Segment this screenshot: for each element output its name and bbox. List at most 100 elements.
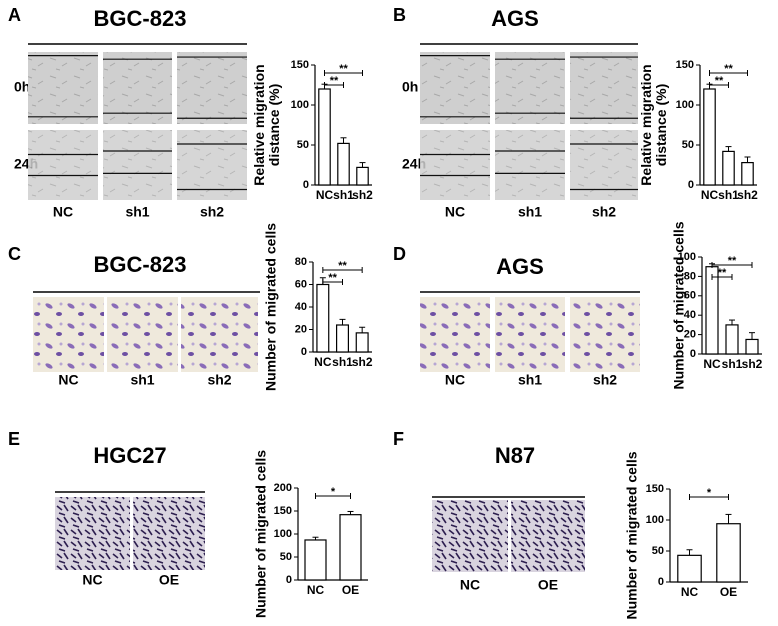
bar xyxy=(745,338,759,355)
column-label: sh1 xyxy=(518,372,542,388)
y-tick-label: 80 xyxy=(295,256,307,268)
bar xyxy=(355,332,369,353)
column-label: sh2 xyxy=(593,372,617,388)
bar xyxy=(725,324,739,355)
micrograph xyxy=(103,130,172,200)
x-tick-label: sh2 xyxy=(352,188,373,202)
panel-letter: D xyxy=(393,244,406,264)
column-label: sh1 xyxy=(125,204,149,220)
micrograph xyxy=(33,297,104,372)
significance-label: ** xyxy=(338,260,347,272)
bar xyxy=(316,283,330,353)
y-tick-label: 0 xyxy=(688,179,694,191)
panel-letter: E xyxy=(8,429,20,449)
x-tick-label: sh2 xyxy=(742,357,763,371)
column-label: sh2 xyxy=(592,204,616,220)
x-tick-label: sh2 xyxy=(352,355,373,369)
micrograph xyxy=(495,52,565,124)
significance-label: * xyxy=(331,486,336,498)
x-tick-label: NC xyxy=(681,585,699,599)
x-tick-label: OE xyxy=(720,585,737,599)
significance-label: ** xyxy=(724,63,733,75)
significance-label: ** xyxy=(715,75,724,87)
column-label: sh1 xyxy=(518,204,542,220)
x-tick-label: sh1 xyxy=(332,355,353,369)
significance-label: ** xyxy=(328,272,337,284)
x-tick-label: NC xyxy=(703,357,721,371)
y-axis-label: Relative migration xyxy=(251,64,267,185)
y-axis-label: Number of migrated cells xyxy=(253,450,269,618)
y-axis-label: Number of migrated cells xyxy=(671,221,687,389)
panel-title: N87 xyxy=(495,443,535,468)
x-tick-label: sh1 xyxy=(333,188,354,202)
micrograph xyxy=(420,52,490,124)
y-tick-label: 0 xyxy=(658,576,664,588)
y-axis-label: Relative migration xyxy=(638,64,654,185)
micrograph xyxy=(107,297,178,372)
column-label: NC xyxy=(445,372,465,388)
y-tick-label: 150 xyxy=(676,59,694,71)
y-axis-label: Number of migrated cells xyxy=(624,451,640,619)
column-label: NC xyxy=(445,204,465,220)
significance-label: ** xyxy=(718,267,727,279)
y-tick-label: 150 xyxy=(646,483,664,495)
bar xyxy=(722,150,735,186)
y-tick-label: 60 xyxy=(295,278,307,290)
row-label: 0h xyxy=(402,79,418,95)
column-label: OE xyxy=(538,577,558,593)
y-tick-label: 80 xyxy=(684,270,696,282)
micrograph xyxy=(570,130,638,200)
y-tick-label: 200 xyxy=(274,482,292,494)
micrograph xyxy=(55,497,130,570)
micrograph xyxy=(28,130,98,200)
micrograph xyxy=(420,130,490,200)
bar xyxy=(677,554,702,583)
column-label: sh1 xyxy=(130,372,154,388)
x-tick-label: NC xyxy=(307,583,325,597)
panel-title: AGS xyxy=(491,6,539,31)
y-tick-label: 0 xyxy=(301,346,307,358)
panel-title: BGC-823 xyxy=(94,6,187,31)
bar xyxy=(318,88,331,186)
y-tick-label: 150 xyxy=(274,505,292,517)
bar xyxy=(339,514,362,581)
x-tick-label: sh1 xyxy=(722,357,743,371)
row-label: 0h xyxy=(14,79,30,95)
y-tick-label: 0 xyxy=(303,179,309,191)
significance-label: ** xyxy=(728,255,737,267)
column-label: sh2 xyxy=(200,204,224,220)
significance-label: * xyxy=(707,487,712,499)
significance-label: ** xyxy=(339,63,348,75)
panel-title: BGC-823 xyxy=(94,252,187,277)
bar xyxy=(356,166,369,186)
panel-letter: A xyxy=(8,5,21,25)
bar xyxy=(337,142,350,186)
column-label: NC xyxy=(58,372,78,388)
micrograph xyxy=(177,130,247,200)
x-tick-label: NC xyxy=(701,188,719,202)
significance-label: ** xyxy=(330,75,339,87)
y-tick-label: 50 xyxy=(297,139,309,151)
micrograph xyxy=(570,297,640,372)
x-tick-label: OE xyxy=(342,583,359,597)
column-label: OE xyxy=(159,572,179,588)
column-label: NC xyxy=(460,577,480,593)
y-tick-label: 0 xyxy=(690,348,696,360)
x-tick-label: NC xyxy=(316,188,334,202)
micrograph xyxy=(28,52,98,124)
micrograph xyxy=(495,130,565,200)
x-tick-label: sh2 xyxy=(737,188,758,202)
y-tick-label: 60 xyxy=(684,290,696,302)
micrograph xyxy=(177,52,247,124)
bar xyxy=(304,539,327,581)
x-tick-label: sh1 xyxy=(718,188,739,202)
y-axis-label: Number of migrated cells xyxy=(263,223,279,391)
micrograph xyxy=(133,497,205,570)
y-axis-label: distance (%) xyxy=(653,84,669,166)
y-tick-label: 100 xyxy=(646,514,664,526)
panel-title: AGS xyxy=(496,254,544,279)
y-tick-label: 40 xyxy=(295,301,307,313)
y-tick-label: 50 xyxy=(682,139,694,151)
y-tick-label: 100 xyxy=(291,99,309,111)
